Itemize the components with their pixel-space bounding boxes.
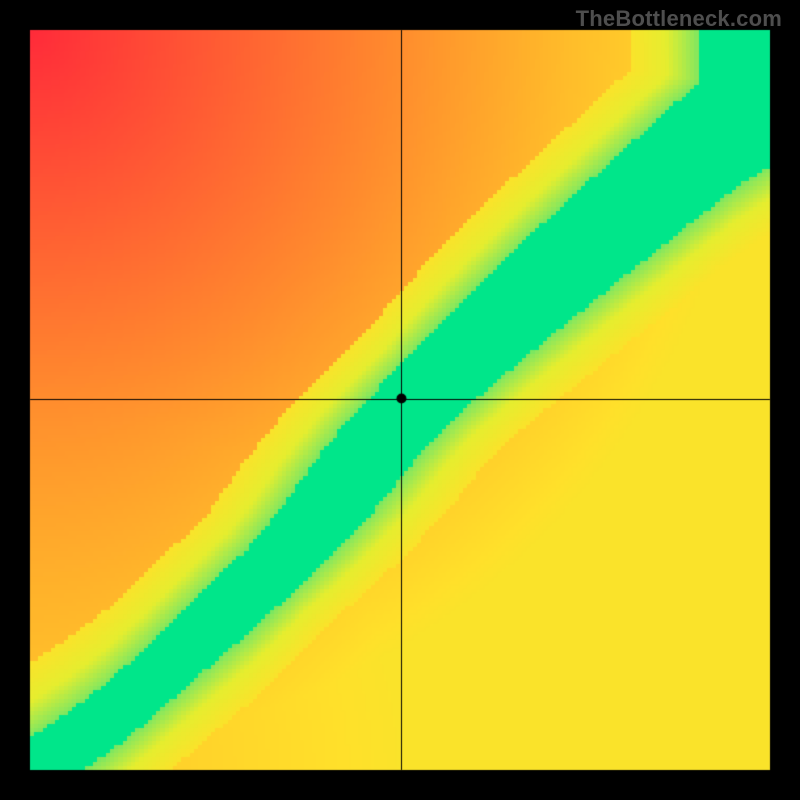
watermark-text: TheBottleneck.com xyxy=(576,6,782,32)
crosshair-overlay xyxy=(0,0,800,800)
